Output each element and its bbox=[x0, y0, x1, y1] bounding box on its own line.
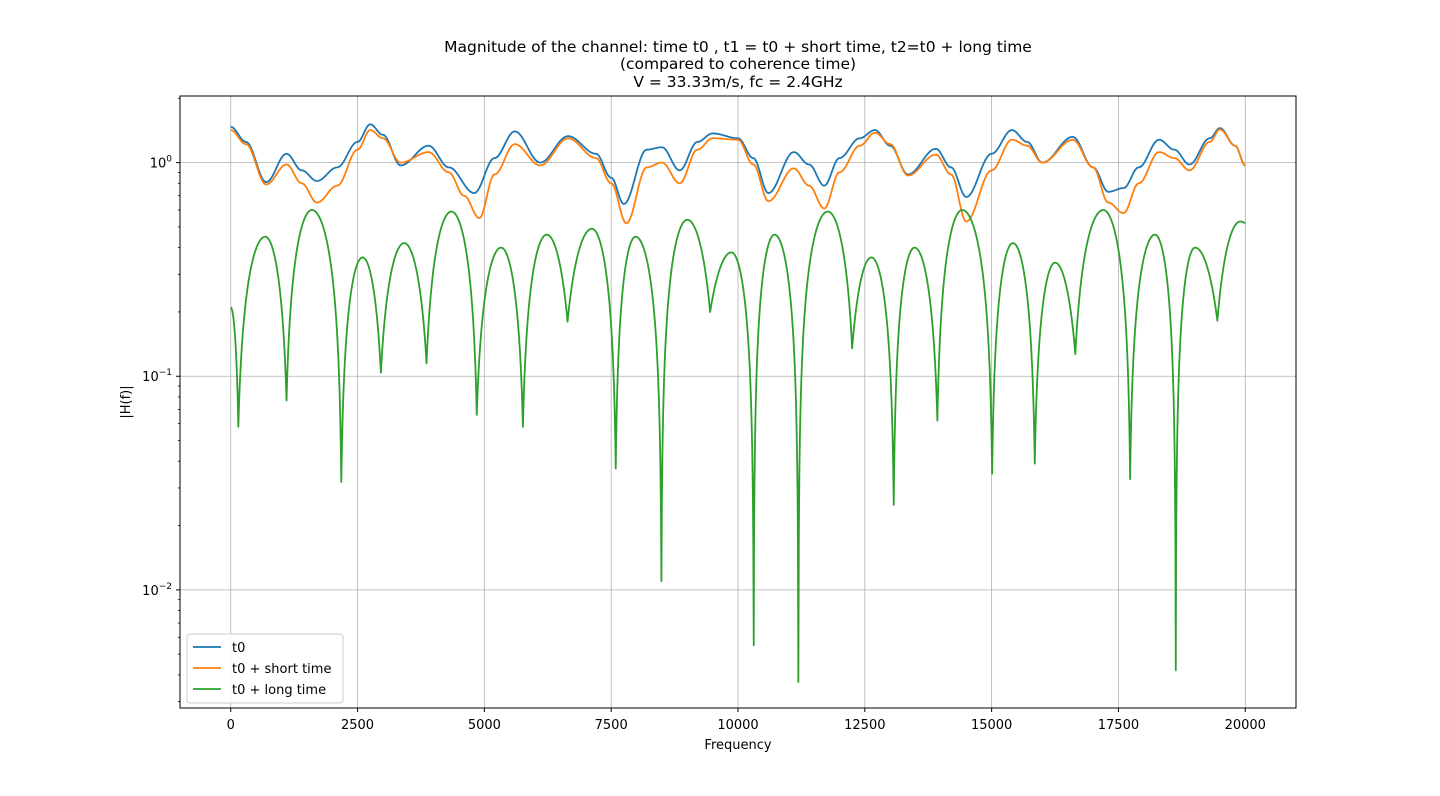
y-axis-label: |H(f)| bbox=[119, 385, 134, 418]
legend-label-1: t0 bbox=[232, 641, 245, 656]
x-tick-label: 0 bbox=[227, 718, 235, 733]
series-line-3 bbox=[229, 209, 1247, 684]
x-tick-label: 7500 bbox=[595, 718, 628, 733]
x-tick-label: 20000 bbox=[1225, 718, 1266, 733]
chart-title: Magnitude of the channel: time t0 , t1 =… bbox=[444, 38, 1032, 91]
chart-title-line-3: V = 33.33m/s, fc = 2.4GHz bbox=[633, 73, 842, 91]
y-tick-label: 10−2 bbox=[142, 582, 172, 599]
series-line-1 bbox=[230, 123, 1246, 205]
chart-title-line-1: Magnitude of the channel: time t0 , t1 =… bbox=[444, 38, 1032, 56]
series-lines bbox=[229, 123, 1247, 684]
chart-title-line-2: (compared to coherence time) bbox=[620, 55, 856, 73]
series-line-2 bbox=[230, 128, 1246, 225]
legend: t0 t0 + short time t0 + long time bbox=[186, 633, 344, 704]
y-tick-label: 10−1 bbox=[142, 368, 172, 385]
x-axis-label: Frequency bbox=[704, 738, 771, 753]
grid-lines bbox=[180, 96, 1296, 708]
legend-label-3: t0 + long time bbox=[232, 683, 326, 698]
x-tick-label: 12500 bbox=[844, 718, 885, 733]
x-axis-ticks: 0 2500 5000 7500 10000 12500 15000 17500 20000 bbox=[227, 708, 1266, 733]
x-tick-label: 17500 bbox=[1098, 718, 1139, 733]
y-axis-ticks: 10−2 10−1 100 bbox=[142, 97, 180, 702]
x-tick-label: 15000 bbox=[971, 718, 1012, 733]
x-tick-label: 5000 bbox=[468, 718, 501, 733]
legend-box bbox=[186, 633, 344, 704]
legend-label-2: t0 + short time bbox=[232, 662, 331, 677]
x-tick-label: 10000 bbox=[717, 718, 758, 733]
y-tick-label: 100 bbox=[150, 155, 173, 172]
x-tick-label: 2500 bbox=[341, 718, 374, 733]
